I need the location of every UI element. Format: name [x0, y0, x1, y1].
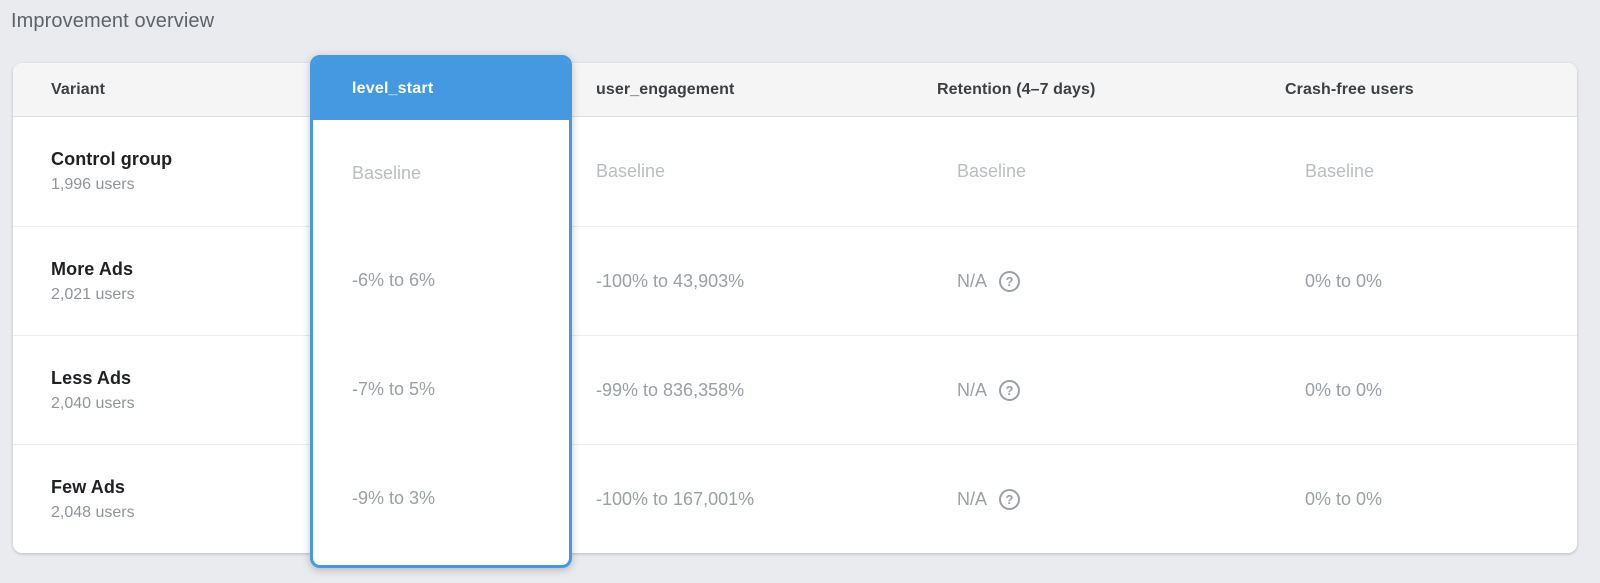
table-row: Less Ads 2,040 users -99% to 836,358% N/… — [13, 335, 1577, 444]
user-engagement-value: -100% to 167,001% — [596, 488, 755, 509]
variant-user-count: 1,996 users — [51, 176, 135, 193]
level-start-value: -7% to 5% — [352, 379, 436, 399]
variant-cell: Few Ads 2,048 users — [13, 477, 310, 522]
selected-metric-label: level_start — [352, 80, 434, 97]
table-row: More Ads 2,021 users -100% to 43,903% N/… — [13, 226, 1577, 335]
level-start-value: Baseline — [352, 162, 422, 183]
table-header-row: Variant user_engagement Retention (4–7 d… — [13, 63, 1577, 117]
variant-cell: Less Ads 2,040 users — [13, 368, 310, 413]
crash-free-value: 0% to 0% — [1305, 488, 1383, 509]
retention-value: N/A ? — [913, 270, 1261, 292]
variant-user-count: 2,040 users — [51, 394, 135, 412]
page-title: Improvement overview — [11, 10, 215, 32]
level-start-value: -9% to 3% — [352, 488, 436, 508]
improvement-overview-table: Variant user_engagement Retention (4–7 d… — [13, 55, 1577, 568]
retention-na-text: N/A — [957, 488, 988, 509]
variant-cell: Control group 1,996 users — [13, 149, 310, 194]
retention-value: Baseline — [957, 161, 1027, 181]
variant-name: Less Ads — [51, 367, 132, 388]
variant-name: More Ads — [51, 258, 134, 279]
user-engagement-value: Baseline — [596, 161, 666, 181]
crash-free-value: 0% to 0% — [1305, 270, 1383, 291]
selected-metric-column: level_start Baseline -6% to 6% -7% to 5%… — [310, 55, 572, 568]
help-icon[interactable]: ? — [999, 270, 1021, 292]
variant-name: Few Ads — [51, 476, 126, 497]
crash-free-value: 0% to 0% — [1305, 379, 1383, 400]
column-header-level-start[interactable]: level_start — [313, 58, 569, 120]
variant-user-count: 2,021 users — [51, 285, 135, 303]
table-row: Control group 1,996 users Baseline Basel… — [13, 117, 1577, 226]
retention-na-text: N/A — [957, 270, 988, 291]
variant-user-count: 2,048 users — [51, 503, 135, 521]
user-engagement-value: -100% to 43,903% — [596, 270, 745, 291]
retention-value: N/A ? — [913, 379, 1261, 401]
column-header-variant: Variant — [51, 80, 106, 98]
variant-name: Control group — [51, 149, 173, 169]
user-engagement-value: -99% to 836,358% — [596, 379, 745, 400]
help-icon[interactable]: ? — [999, 379, 1021, 401]
column-header-user-engagement[interactable]: user_engagement — [596, 80, 735, 98]
column-header-crash-free[interactable]: Crash-free users — [1285, 80, 1414, 98]
help-icon[interactable]: ? — [999, 488, 1021, 510]
level-start-value: -6% to 6% — [352, 270, 436, 290]
retention-value: N/A ? — [913, 488, 1261, 510]
column-header-retention[interactable]: Retention (4–7 days) — [937, 80, 1096, 98]
table-row: Few Ads 2,048 users -100% to 167,001% N/… — [13, 444, 1577, 553]
variant-cell: More Ads 2,021 users — [13, 259, 310, 304]
crash-free-value: Baseline — [1305, 161, 1375, 181]
retention-na-text: N/A — [957, 379, 988, 400]
